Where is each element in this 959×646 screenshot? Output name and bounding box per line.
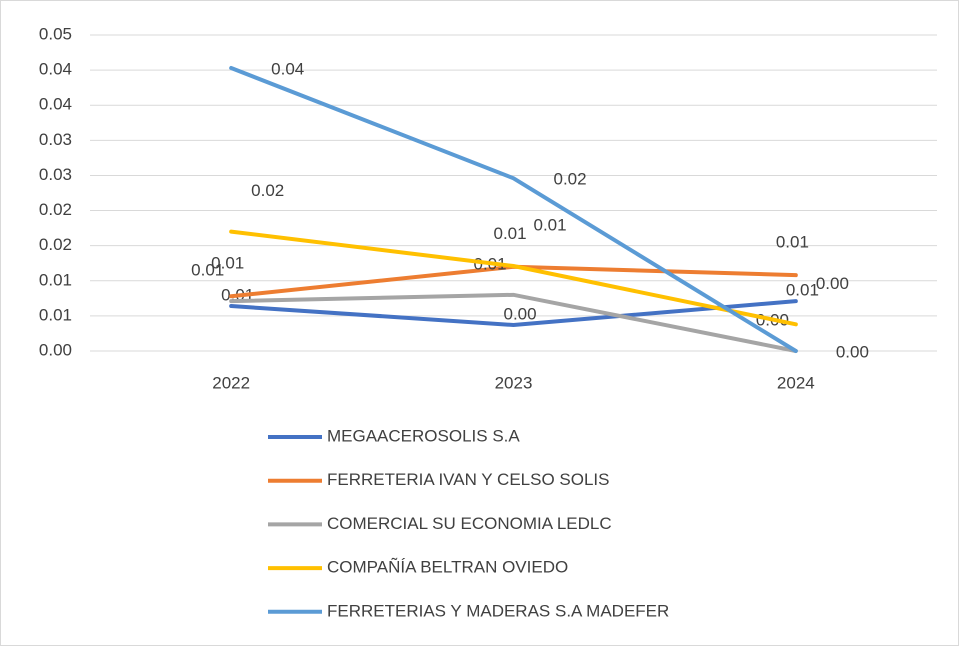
data-label: 0.01 (191, 261, 224, 280)
data-label: 0.01 (494, 224, 527, 243)
y-tick-label: 0.03 (39, 130, 72, 149)
legend-label: MEGAACEROSOLIS S.A (327, 426, 520, 445)
series-line (229, 299, 798, 328)
y-tick-label: 0.04 (39, 95, 72, 114)
series-line (229, 229, 798, 327)
y-tick-label: 0.02 (39, 200, 72, 219)
data-label: 0.00 (504, 305, 537, 324)
data-label: 0.00 (836, 342, 869, 361)
x-tick-label: 2023 (495, 373, 533, 392)
data-label: 0.01 (211, 254, 244, 273)
data-label: 0.02 (554, 170, 587, 189)
data-label: 0.01 (534, 216, 567, 235)
x-tick-label: 2024 (777, 373, 815, 392)
series-line (229, 292, 798, 353)
legend-label: COMPAÑÍA BELTRAN OVIEDO (327, 558, 568, 577)
y-tick-label: 0.00 (39, 340, 72, 359)
data-label: 0.02 (251, 181, 284, 200)
y-tick-label: 0.05 (39, 24, 72, 43)
y-tick-label: 0.02 (39, 235, 72, 254)
x-tick-label: 2022 (212, 373, 250, 392)
legend-label: FERRETERIA IVAN Y CELSO SOLIS (327, 470, 609, 489)
y-tick-label: 0.01 (39, 270, 72, 289)
y-tick-label: 0.03 (39, 165, 72, 184)
y-tick-label: 0.01 (39, 305, 72, 324)
series-line (229, 66, 798, 353)
data-label: 0.04 (271, 59, 304, 78)
legend-label: FERRETERIAS Y MADERAS S.A MADEFER (327, 601, 669, 620)
legend-label: COMERCIAL SU ECONOMIA LEDLC (327, 514, 612, 533)
y-tick-label: 0.04 (39, 60, 72, 79)
data-label: 0.01 (776, 233, 809, 252)
data-label: 0.00 (816, 274, 849, 293)
data-label: 0.01 (786, 281, 819, 300)
